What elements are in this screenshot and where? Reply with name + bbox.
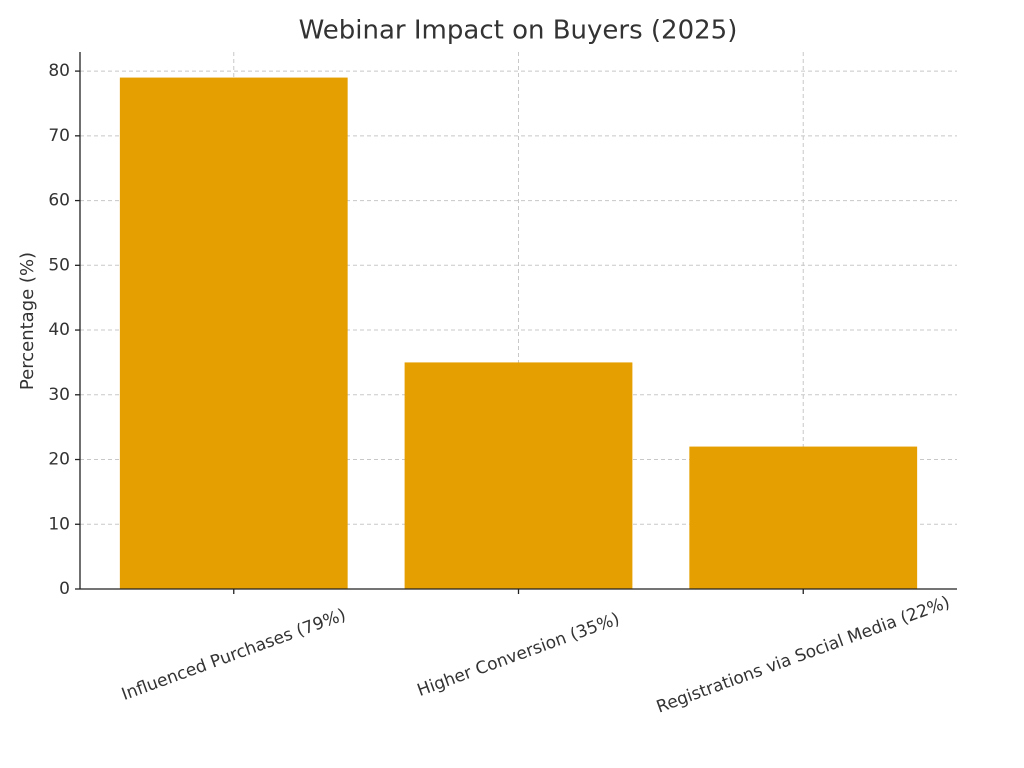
x-tick-label: Higher Conversion (35%) (415, 609, 623, 701)
x-tick-label: Influenced Purchases (79%) (119, 605, 349, 705)
y-axis-label: Percentage (%) (17, 252, 38, 390)
y-tick-label: 10 (48, 514, 70, 534)
y-tick-label: 70 (48, 126, 70, 146)
y-tick-label: 30 (48, 385, 70, 405)
chart-title: Webinar Impact on Buyers (2025) (299, 16, 738, 46)
y-tick-label: 80 (48, 61, 70, 81)
y-tick-label: 50 (48, 255, 70, 275)
y-tick-label: 20 (48, 450, 70, 470)
y-tick-label: 60 (48, 191, 70, 211)
bar (689, 446, 918, 589)
y-tick-label: 0 (59, 579, 70, 599)
y-tick-label: 40 (48, 320, 70, 340)
x-tick-label: Registrations via Social Media (22%) (654, 592, 953, 717)
bar (119, 77, 348, 590)
bar (404, 362, 633, 589)
